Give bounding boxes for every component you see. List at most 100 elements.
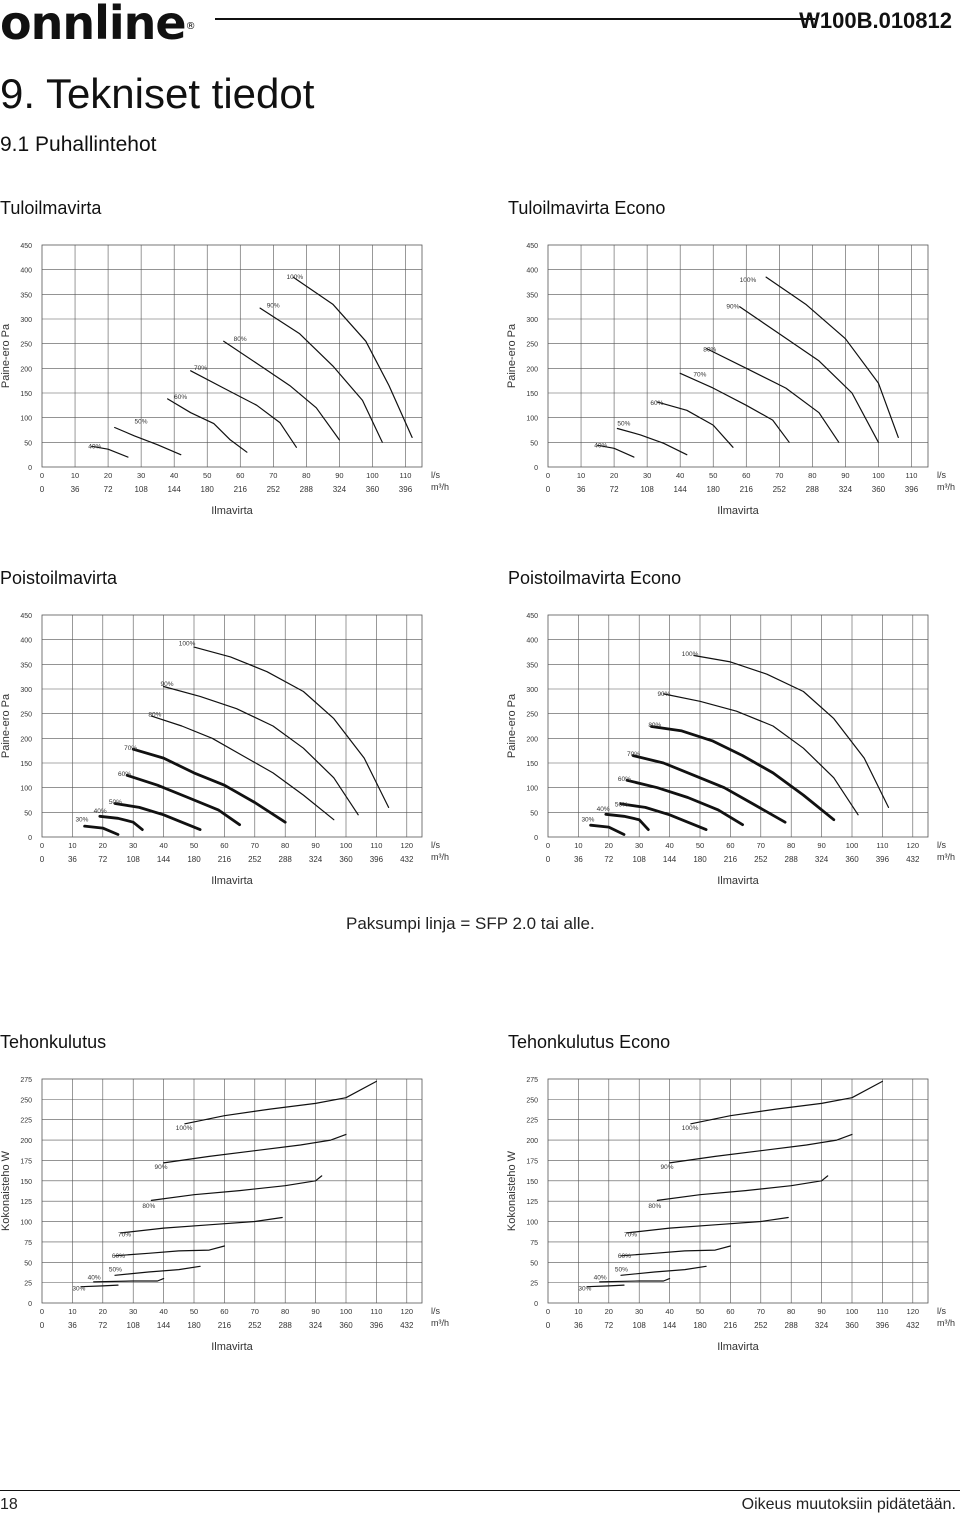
y-axis-label: Paine-ero Pa — [0, 693, 12, 758]
x-tick-label: 50 — [696, 841, 704, 850]
series-label-30pct: 30% — [75, 817, 88, 824]
series-label-80pct: 80% — [148, 712, 161, 719]
y-tick-label: 400 — [20, 638, 32, 645]
x-tick-label-m3h: 216 — [234, 485, 248, 494]
series-label-40pct: 40% — [94, 808, 107, 815]
series-label-100pct: 100% — [179, 641, 196, 648]
y-tick-label: 250 — [20, 712, 32, 719]
x-tick-label: 110 — [399, 471, 411, 480]
series-label-100pct: 100% — [176, 1125, 193, 1132]
x-tick-label: 40 — [665, 1307, 673, 1316]
series-line-100pct — [292, 276, 413, 438]
x-tick-label-m3h: 216 — [724, 1321, 738, 1330]
y-tick-label: 75 — [24, 1240, 32, 1247]
series-label-80pct: 80% — [648, 1203, 661, 1210]
x-tick-label: 110 — [370, 1307, 382, 1316]
plot-frame — [547, 614, 929, 838]
x-tick-label-m3h: 0 — [40, 1321, 45, 1330]
series-line-100pct — [184, 1080, 377, 1125]
x-axis-label: Ilmavirta — [211, 875, 253, 887]
x-tick-label: 80 — [281, 1307, 289, 1316]
y-tick-label: 0 — [534, 1301, 538, 1308]
series-label-30pct: 30% — [72, 1285, 85, 1292]
series-label-40pct: 40% — [88, 443, 101, 450]
x-tick-label-m3h: 180 — [693, 1321, 707, 1330]
x-tick-label-m3h: 288 — [279, 1321, 293, 1330]
series-label-70pct: 70% — [624, 1232, 637, 1239]
series-label-100pct: 100% — [682, 1125, 699, 1132]
series-line-70pct — [679, 372, 790, 443]
x-tick-label-m3h: 216 — [218, 855, 232, 864]
x-tick-label-m3h: 72 — [98, 855, 107, 864]
series-line-80pct — [656, 1175, 829, 1201]
series-label-50pct: 50% — [615, 1267, 628, 1274]
x-tick-label: 70 — [269, 471, 277, 480]
chart-title-poisto-econo: Poistoilmavirta Econo — [508, 568, 682, 588]
chart-title-teho-econo: Tehonkulutus Econo — [508, 1032, 671, 1052]
x-unit2-label: m³/h — [431, 482, 449, 492]
series-label-40pct: 40% — [597, 806, 610, 813]
x-tick-label-m3h: 288 — [806, 485, 820, 494]
chart-poisto_econo: 0 50 100 150 200 250 300 350 400 450 0 0 10 36 20 72 30 1… — [506, 613, 955, 887]
x-tick-label: 30 — [635, 841, 643, 850]
x-tick-label: 50 — [709, 471, 717, 480]
y-axis-label: Kokonaisteho W — [506, 1150, 518, 1231]
y-tick-label: 75 — [530, 1240, 538, 1247]
x-tick-label: 10 — [71, 471, 79, 480]
y-axis-label: Kokonaisteho W — [0, 1150, 12, 1231]
series-label-80pct: 80% — [234, 336, 247, 343]
series-label-60pct: 60% — [650, 400, 663, 407]
series-line-100pct — [690, 1080, 883, 1125]
x-tick-label-m3h: 396 — [876, 855, 890, 864]
x-tick-label: 70 — [757, 841, 765, 850]
series-line-40pct — [93, 1278, 165, 1283]
series-label-70pct: 70% — [627, 751, 640, 758]
x-tick-label: 60 — [220, 1307, 228, 1316]
x-tick-label: 40 — [159, 841, 167, 850]
y-tick-label: 400 — [526, 268, 538, 275]
x-tick-label-m3h: 108 — [640, 485, 654, 494]
x-tick-label-m3h: 360 — [366, 485, 380, 494]
footer-disclaimer: Oikeus muutoksiin pidätetään. — [741, 1496, 956, 1513]
x-tick-label: 40 — [676, 471, 684, 480]
x-unit-label: l/s — [431, 840, 441, 850]
x-unit-label: l/s — [937, 470, 947, 480]
x-tick-label-m3h: 360 — [339, 1321, 353, 1330]
x-tick-label: 10 — [68, 841, 76, 850]
y-tick-label: 50 — [24, 440, 32, 447]
series-line-70pct — [190, 370, 297, 448]
y-tick-label: 250 — [20, 1097, 32, 1104]
x-tick-label-m3h: 108 — [127, 855, 141, 864]
x-tick-label: 60 — [236, 471, 244, 480]
x-unit2-label: m³/h — [937, 1318, 955, 1328]
series-line-90pct — [163, 685, 359, 816]
y-tick-label: 250 — [20, 342, 32, 349]
x-tick-label-m3h: 360 — [845, 855, 859, 864]
x-tick-label: 120 — [907, 1307, 920, 1316]
x-tick-label: 60 — [726, 841, 734, 850]
x-tick-label: 100 — [872, 471, 885, 480]
x-tick-label-m3h: 0 — [40, 855, 45, 864]
plot-frame — [41, 244, 423, 468]
x-tick-label: 10 — [574, 841, 582, 850]
x-tick-label-m3h: 108 — [134, 485, 148, 494]
x-tick-label: 110 — [876, 841, 888, 850]
x-tick-label: 100 — [366, 471, 379, 480]
y-axis-label: Paine-ero Pa — [0, 323, 12, 388]
y-tick-label: 175 — [20, 1158, 32, 1165]
series-line-50pct — [616, 427, 688, 456]
x-tick-label-m3h: 252 — [267, 485, 281, 494]
x-tick-label-m3h: 108 — [633, 1321, 647, 1330]
sfp-note: Paksumpi linja = SFP 2.0 tai alle. — [346, 914, 595, 933]
x-tick-label: 30 — [129, 841, 137, 850]
series-label-90pct: 90% — [726, 304, 739, 311]
series-label-50pct: 50% — [615, 801, 628, 808]
series-line-80pct — [223, 340, 340, 441]
x-tick-label-m3h: 396 — [370, 855, 384, 864]
y-tick-label: 450 — [20, 613, 32, 620]
x-tick-label: 30 — [129, 1307, 137, 1316]
series-label-100pct: 100% — [740, 277, 757, 284]
series-line-30pct — [589, 823, 626, 836]
y-tick-label: 100 — [20, 786, 32, 793]
y-tick-label: 300 — [526, 317, 538, 324]
